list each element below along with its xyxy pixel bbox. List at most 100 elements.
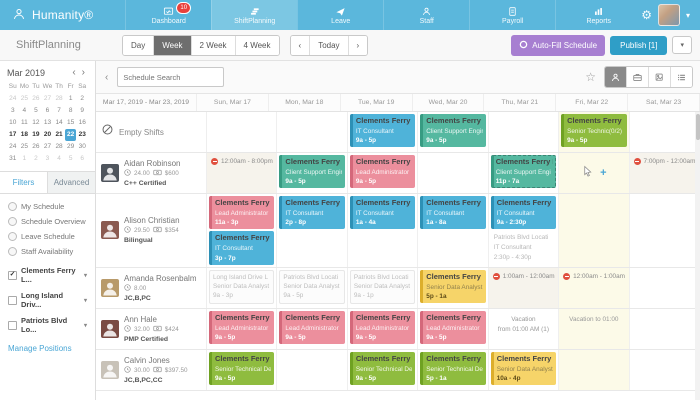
calendar-day[interactable]: 5 [68,155,73,162]
shift-card[interactable]: Clements Ferry Loc Client Support Engi 11p… [490,155,557,189]
calendar-day[interactable]: 2 [34,155,38,162]
calendar-day[interactable]: 7 [57,107,61,114]
location-filter[interactable]: Long Island Driv... ▾ [8,291,87,309]
day-cell[interactable]: Clements Ferry Loc Lead Administrator 9a -… [277,308,348,349]
day-cell[interactable] [630,308,700,349]
calendar-day[interactable]: 11 [20,119,28,126]
shift-card[interactable]: Clements Ferry Loc Client Support Engin 9a… [420,114,486,148]
day-cell[interactable] [207,112,278,152]
calendar-day[interactable]: 3 [10,107,15,114]
calendar-day[interactable]: 17 [9,131,17,138]
calendar-prev-icon[interactable]: ‹ [72,67,76,78]
day-cell[interactable]: 12:00am - 8:00pm [207,153,278,193]
day-cell[interactable] [630,349,700,390]
user-avatar[interactable] [657,4,680,26]
chevron-down-icon[interactable]: ▾ [685,10,690,20]
gear-icon[interactable]: ⚙ [641,8,652,22]
location-filter[interactable]: Clements Ferry L... ▾ [8,266,87,284]
location-filter[interactable]: Patriots Blvd Lo... ▾ [8,316,87,334]
calendar-day[interactable]: 31 [9,155,17,162]
day-cell[interactable]: Clements Ferry Loc Lead Administrator 11a … [207,194,278,267]
chevron-down-icon[interactable]: ▾ [83,322,87,329]
calendar-day[interactable]: 10 [9,119,17,126]
shift-card[interactable]: Clements Ferry Loc IT Consultant 9a - 2:30… [490,196,557,230]
shift-card[interactable]: Clements Ferry Loc Lead Administrator 9a -… [209,310,275,345]
radio-leave-schedule[interactable]: Leave Schedule [8,232,87,241]
checkbox-icon[interactable] [8,320,17,330]
day-cell[interactable]: Clements Ferry Loc Lead Administrator 9a -… [348,153,419,193]
day-cell[interactable] [630,267,700,308]
calendar-day[interactable]: 4 [22,107,27,114]
scrollbar-thumb[interactable] [695,114,700,140]
calendar-day[interactable]: 27 [43,143,52,150]
auto-fill-button[interactable]: Auto-Fill Schedule [511,34,606,56]
calendar-day[interactable]: 15 [67,119,75,126]
day-cell[interactable]: + [559,153,630,193]
calendar-day[interactable]: 20 [43,131,52,138]
tab-staff[interactable]: Staff [383,0,469,30]
day-cell[interactable]: Patriots Blvd Locati Senior Data Analyst 9… [277,267,348,308]
shift-card[interactable]: Clements Ferry Loc IT Consultant 2p - 8p [279,196,345,230]
calendar-day[interactable]: 25 [20,95,28,102]
calendar-day[interactable]: 25 [20,143,28,150]
list-view-button[interactable] [670,67,692,87]
day-cell[interactable]: 1:00am - 12:00am [488,267,560,308]
view-mode-2-week[interactable]: 2 Week [190,35,235,55]
shift-card[interactable]: Clements Ferry Loc IT Consultant 1a - 8a [420,196,486,230]
radio-staff-availability[interactable]: Staff Availability [8,247,87,256]
calendar-day[interactable]: 26 [32,95,40,102]
other-location-shift[interactable]: Patriots Blvd Locati Senior Data Analyst 9… [279,269,345,304]
calendar-day[interactable]: 27 [43,95,52,102]
day-cell[interactable]: Clements Ferry Loc IT Consultant 1a - 8a [418,194,489,267]
next-button[interactable]: › [347,35,368,55]
shift-card[interactable]: Clements Ferry Loc Senior Technical De 9a … [349,351,416,386]
calendar-day[interactable]: 1 [22,155,27,162]
calendar-day[interactable]: 3 [45,155,50,162]
day-cell[interactable]: Long Island Drive L Senior Data Analyst 9a… [207,267,278,308]
tab-dashboard[interactable]: Dashboard 10 [125,0,211,30]
prev-button[interactable]: ‹ [290,35,310,55]
calendar-next-icon[interactable]: › [81,67,85,78]
day-cell[interactable]: Clements Ferry Loc IT Consultant 9a - 5p [348,112,419,152]
day-cell[interactable]: Clements Ferry Loc Lead Administrator 9a -… [418,308,489,349]
calendar-day[interactable]: 1 [68,95,73,102]
calendar-day[interactable]: 8 [68,107,73,114]
calendar-day[interactable]: 5 [34,107,38,114]
calendar-day[interactable]: 6 [45,107,50,114]
day-cell[interactable]: Clements Ferry Loc Client Support Engin 9a… [418,112,489,152]
calendar-day[interactable]: 9 [80,107,85,114]
calendar-day[interactable]: 30 [78,143,86,150]
day-cell[interactable]: 12:00am - 1:00am [559,267,630,308]
day-cell[interactable] [418,153,489,193]
view-mode-day[interactable]: Day [123,35,154,55]
shift-card[interactable]: Clements Ferry Loc Lead Administrator 11a … [209,196,275,230]
day-cell[interactable]: Clements Ferry Loc Senior Technical De 9a … [207,349,278,390]
calendar-day[interactable]: 18 [20,131,28,138]
calendar-day[interactable]: 16 [78,119,86,126]
tab-payroll[interactable]: Payroll [469,0,555,30]
day-cell[interactable]: Clements Ferry Loc Senior Technical De 9a … [348,349,419,390]
day-cell[interactable] [489,112,560,152]
calendar-day[interactable]: 28 [55,143,63,150]
chevron-down-icon[interactable]: ▾ [83,297,87,304]
day-cell[interactable]: Patriots Blvd Locati Senior Data Analyst 9… [348,267,419,308]
view-mode-4-week[interactable]: 4 Week [234,35,279,55]
day-cell[interactable]: Clements Ferry Loc IT Consultant 1a - 4a [348,194,419,267]
shift-card[interactable]: Clements Ferry Loc Senior Technic(0/2) 9a … [561,114,627,148]
calendar-day[interactable]: 19 [32,131,40,138]
shift-card[interactable]: Clements Ferry Loc Lead Administrator 9a -… [349,310,416,345]
calendar-day[interactable]: 21 [55,131,63,138]
day-cell[interactable]: Vacation to 01:00 [559,308,630,349]
shift-card[interactable]: Clements Ferry Loc Senior Data Analyst 5p … [420,269,486,304]
day-cell[interactable]: Clements Ferry Loc Client Support Engin 9a… [277,153,348,193]
calendar-day[interactable]: 14 [55,119,63,126]
day-cell[interactable]: 7:00pm - 12:00am [629,153,700,193]
day-cell[interactable]: Clements Ferry Loc Lead Administrator 9a -… [348,308,419,349]
day-cell[interactable] [630,194,700,267]
calendar-day[interactable]: 4 [57,155,61,162]
day-cell[interactable]: Clements Ferry Loc Senior Technical De 5p … [418,349,489,390]
calendar-day[interactable]: 28 [55,95,63,102]
radio-my-schedule[interactable]: My Schedule [8,202,87,211]
day-cell[interactable] [277,349,348,390]
